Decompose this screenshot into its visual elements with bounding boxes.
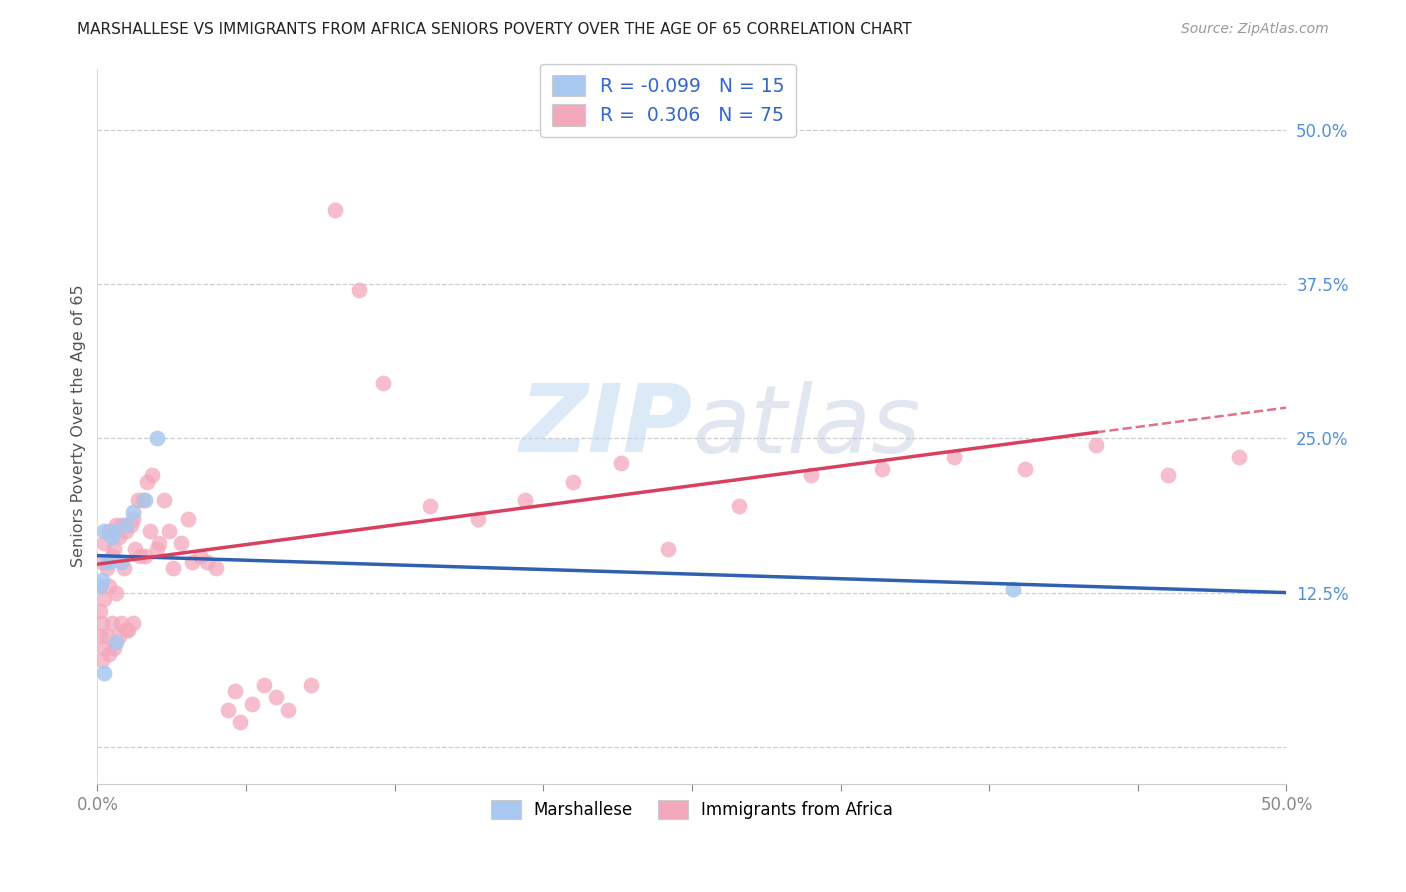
Point xyxy=(100,530,122,544)
Point xyxy=(609,456,631,470)
Point xyxy=(371,376,394,390)
Point xyxy=(134,549,156,563)
Point xyxy=(122,616,145,631)
Text: ZIP: ZIP xyxy=(519,380,692,472)
Point xyxy=(181,555,204,569)
Point xyxy=(728,500,751,514)
Point xyxy=(146,432,169,446)
Point xyxy=(89,579,111,593)
Point xyxy=(264,690,287,705)
Point xyxy=(129,549,152,563)
Text: atlas: atlas xyxy=(692,381,920,472)
Point xyxy=(177,511,200,525)
Point xyxy=(105,635,128,649)
Point xyxy=(93,641,115,656)
Point xyxy=(105,517,128,532)
Point xyxy=(93,536,115,550)
Point xyxy=(110,616,132,631)
Point xyxy=(515,493,537,508)
Point xyxy=(224,684,246,698)
Point xyxy=(107,530,129,544)
Text: MARSHALLESE VS IMMIGRANTS FROM AFRICA SENIORS POVERTY OVER THE AGE OF 65 CORRELA: MARSHALLESE VS IMMIGRANTS FROM AFRICA SE… xyxy=(77,22,912,37)
Point xyxy=(146,542,169,557)
Point xyxy=(115,517,138,532)
Point xyxy=(98,555,121,569)
Point xyxy=(115,623,138,637)
Point xyxy=(91,653,114,667)
Point xyxy=(800,468,823,483)
Point xyxy=(240,697,263,711)
Point xyxy=(1014,462,1036,476)
Y-axis label: Seniors Poverty Over the Age of 65: Seniors Poverty Over the Age of 65 xyxy=(72,285,86,567)
Point xyxy=(347,284,370,298)
Point xyxy=(91,574,114,588)
Point xyxy=(107,629,129,643)
Point xyxy=(138,524,160,538)
Point xyxy=(562,475,585,489)
Point xyxy=(157,524,180,538)
Point xyxy=(253,678,276,692)
Point xyxy=(91,555,114,569)
Point xyxy=(93,665,115,680)
Point xyxy=(229,715,252,730)
Point xyxy=(419,500,441,514)
Point xyxy=(115,524,138,538)
Point xyxy=(100,616,122,631)
Point xyxy=(93,524,115,538)
Point xyxy=(96,629,118,643)
Point xyxy=(162,561,184,575)
Point xyxy=(299,678,322,692)
Point xyxy=(93,591,115,606)
Point xyxy=(98,579,121,593)
Point xyxy=(136,475,159,489)
Point xyxy=(1156,468,1178,483)
Point xyxy=(100,549,122,563)
Text: Source: ZipAtlas.com: Source: ZipAtlas.com xyxy=(1181,22,1329,37)
Point xyxy=(1001,582,1024,596)
Point xyxy=(131,493,153,508)
Point xyxy=(120,517,142,532)
Point xyxy=(153,493,176,508)
Point xyxy=(110,555,132,569)
Point xyxy=(91,616,114,631)
Point xyxy=(89,579,111,593)
Legend: Marshallese, Immigrants from Africa: Marshallese, Immigrants from Africa xyxy=(484,793,900,825)
Point xyxy=(148,536,170,550)
Point xyxy=(105,585,128,599)
Point xyxy=(870,462,893,476)
Point xyxy=(89,629,111,643)
Point xyxy=(942,450,965,464)
Point xyxy=(217,703,239,717)
Point xyxy=(103,524,125,538)
Point xyxy=(1085,437,1108,451)
Point xyxy=(96,561,118,575)
Point xyxy=(103,542,125,557)
Point xyxy=(98,524,121,538)
Point xyxy=(141,468,163,483)
Point xyxy=(1227,450,1250,464)
Point xyxy=(467,511,489,525)
Point xyxy=(127,493,149,508)
Point xyxy=(122,511,145,525)
Point xyxy=(96,555,118,569)
Point xyxy=(122,505,145,519)
Point xyxy=(277,703,299,717)
Point xyxy=(124,542,146,557)
Point xyxy=(134,493,156,508)
Point xyxy=(103,641,125,656)
Point xyxy=(110,517,132,532)
Point xyxy=(657,542,679,557)
Point xyxy=(205,561,228,575)
Point xyxy=(188,549,211,563)
Point xyxy=(112,561,135,575)
Point xyxy=(89,604,111,618)
Point xyxy=(323,203,346,218)
Point xyxy=(195,555,218,569)
Point xyxy=(117,623,139,637)
Point xyxy=(98,647,121,661)
Point xyxy=(169,536,191,550)
